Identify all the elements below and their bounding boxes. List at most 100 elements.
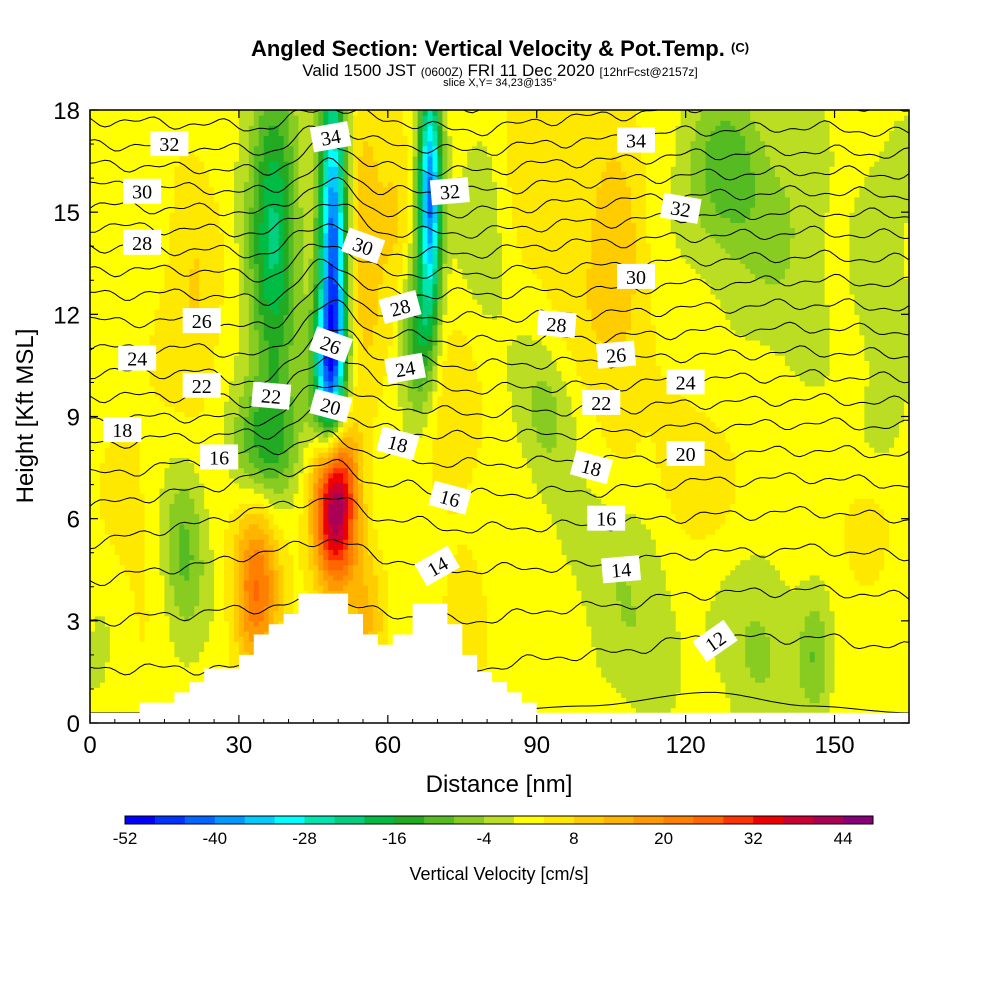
theta-contour-34 xyxy=(462,110,480,114)
velocity-cell xyxy=(705,641,712,723)
velocity-cell xyxy=(760,682,766,723)
velocity-cell xyxy=(680,258,687,397)
velocity-cell xyxy=(367,605,374,632)
velocity-cell xyxy=(303,447,309,474)
velocity-cell xyxy=(809,110,816,387)
velocity-cell xyxy=(417,110,424,126)
velocity-cell xyxy=(204,508,210,642)
velocity-cell xyxy=(660,110,667,377)
velocity-cell xyxy=(164,406,171,469)
velocity-cell xyxy=(725,110,731,121)
velocity-cell xyxy=(209,186,215,377)
velocity-cell xyxy=(407,273,414,305)
velocity-cell xyxy=(338,442,344,448)
velocity-cell xyxy=(248,488,255,504)
velocity-cell xyxy=(333,559,339,571)
velocity-cell xyxy=(323,421,329,428)
velocity-cell xyxy=(303,110,309,295)
velocity-cell xyxy=(740,334,746,561)
colorbar-frame xyxy=(124,815,874,825)
velocity-cell xyxy=(511,227,518,341)
velocity-cell xyxy=(432,390,439,438)
velocity-cell xyxy=(417,370,424,392)
velocity-cell xyxy=(685,263,692,402)
colorbar-swatch xyxy=(214,816,246,824)
chart-title-text: Angled Section: Vertical Velocity & Pot.… xyxy=(250,36,725,61)
contour-label-group: 28 xyxy=(378,290,422,325)
theta-contour-17 xyxy=(90,458,909,507)
contour-label-group: 18 xyxy=(103,417,142,443)
velocity-cell xyxy=(750,677,756,723)
velocity-cell xyxy=(442,314,448,361)
velocity-cell xyxy=(308,406,314,428)
velocity-cell xyxy=(804,579,811,617)
velocity-cell xyxy=(248,462,255,479)
velocity-cell xyxy=(516,247,523,336)
velocity-cell xyxy=(814,574,821,612)
velocity-cell xyxy=(238,539,245,637)
velocity-cell xyxy=(899,110,905,121)
velocity-cell xyxy=(179,110,185,152)
velocity-cell xyxy=(784,110,791,198)
velocity-cell xyxy=(432,365,439,392)
velocity-cell xyxy=(333,452,339,458)
colorbar-swatch xyxy=(364,816,395,824)
velocity-cell xyxy=(571,360,578,418)
velocity-cell xyxy=(437,125,444,157)
velocity-cell xyxy=(670,610,677,709)
velocity-cell xyxy=(328,145,334,167)
velocity-cell xyxy=(134,615,141,723)
velocity-cell xyxy=(720,309,726,433)
velocity-cell xyxy=(328,370,334,382)
contour-label-group: 24 xyxy=(384,352,426,384)
velocity-cell xyxy=(273,125,280,162)
velocity-cell xyxy=(94,615,101,688)
velocity-cell xyxy=(104,625,111,663)
velocity-cell xyxy=(407,304,414,372)
velocity-cell xyxy=(765,155,771,285)
velocity-cell xyxy=(328,503,334,525)
velocity-cell xyxy=(243,375,250,418)
velocity-cell xyxy=(194,110,200,157)
velocity-cell xyxy=(437,299,444,326)
velocity-cell xyxy=(278,452,285,474)
velocity-cell xyxy=(273,493,280,510)
velocity-cell xyxy=(690,201,697,269)
velocity-cell xyxy=(849,212,855,295)
velocity-cell xyxy=(253,145,260,213)
velocity-cell xyxy=(288,508,295,556)
velocity-cell xyxy=(243,549,250,581)
velocity-cell xyxy=(323,457,329,464)
velocity-cell xyxy=(328,380,334,392)
velocity-cell xyxy=(566,350,573,397)
y-tick-label: 18 xyxy=(53,98,80,125)
velocity-cell xyxy=(353,334,359,387)
velocity-cell xyxy=(819,692,826,723)
velocity-cell xyxy=(313,544,319,566)
velocity-cell xyxy=(323,533,329,550)
velocity-cell xyxy=(462,166,468,280)
velocity-cell xyxy=(452,186,458,259)
velocity-cell xyxy=(829,150,836,167)
velocity-cell xyxy=(159,110,166,290)
contour-label-group: 30 xyxy=(617,263,655,289)
velocity-cell xyxy=(258,503,265,515)
velocity-cell xyxy=(710,533,717,601)
velocity-cell xyxy=(184,457,190,489)
contour-label-bg xyxy=(308,326,354,363)
velocity-cell xyxy=(318,467,324,479)
theta-contour-15 xyxy=(90,538,909,587)
velocity-cell xyxy=(333,191,339,229)
velocity-cell xyxy=(209,110,215,188)
velocity-cell xyxy=(829,692,836,723)
velocity-cell xyxy=(328,472,334,479)
velocity-cell xyxy=(779,278,786,356)
velocity-cell xyxy=(194,513,200,607)
velocity-cell xyxy=(586,110,592,269)
velocity-cell xyxy=(859,110,865,188)
velocity-cell xyxy=(124,110,131,423)
velocity-cell xyxy=(343,431,349,438)
velocity-cell xyxy=(770,166,776,285)
velocity-cell xyxy=(338,569,344,581)
velocity-cell xyxy=(665,380,672,499)
